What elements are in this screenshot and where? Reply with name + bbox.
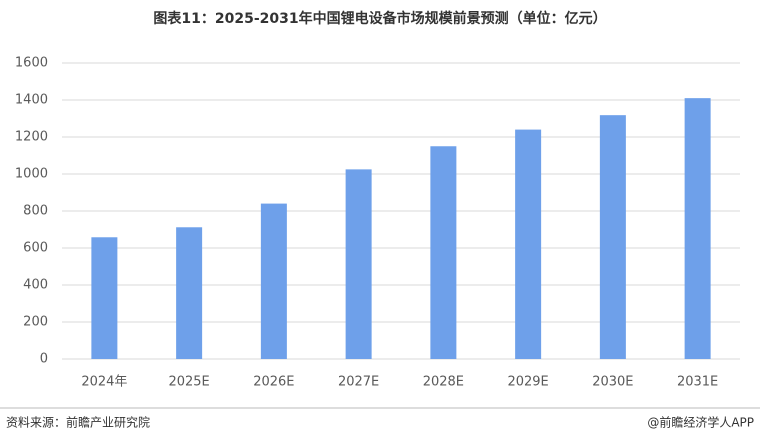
y-tick-label: 0 (40, 352, 48, 367)
x-tick-label: 2027E (338, 375, 379, 390)
bar (599, 115, 626, 359)
y-tick-label: 600 (23, 241, 48, 256)
x-tick-label: 2028E (423, 375, 464, 390)
x-tick-label: 2030E (592, 375, 633, 390)
x-tick-label: 2031E (677, 375, 718, 390)
bar (430, 146, 457, 359)
x-tick-label: 2024年 (81, 375, 127, 390)
y-tick-label: 400 (23, 278, 48, 293)
y-tick-label: 1400 (15, 93, 48, 108)
x-tick-label: 2029E (507, 375, 548, 390)
credit: @前瞻经济学人APP (647, 415, 754, 430)
bar (515, 129, 542, 359)
bar (260, 203, 287, 359)
y-tick-label: 1000 (15, 167, 48, 182)
bar (176, 227, 203, 359)
bar (91, 237, 118, 359)
y-tick-label: 200 (23, 315, 48, 330)
source-note: 资料来源：前瞻产业研究院 (6, 415, 150, 430)
bar (684, 98, 711, 360)
y-tick-label: 1200 (15, 130, 48, 145)
x-tick-label: 2026E (253, 375, 294, 390)
chart-title: 图表11：2025-2031年中国锂电设备市场规模前景预测（单位：亿元） (153, 10, 606, 27)
x-tick-label: 2025E (168, 375, 209, 390)
bar (345, 169, 372, 359)
y-tick-label: 1600 (15, 56, 48, 71)
y-tick-label: 800 (23, 204, 48, 219)
